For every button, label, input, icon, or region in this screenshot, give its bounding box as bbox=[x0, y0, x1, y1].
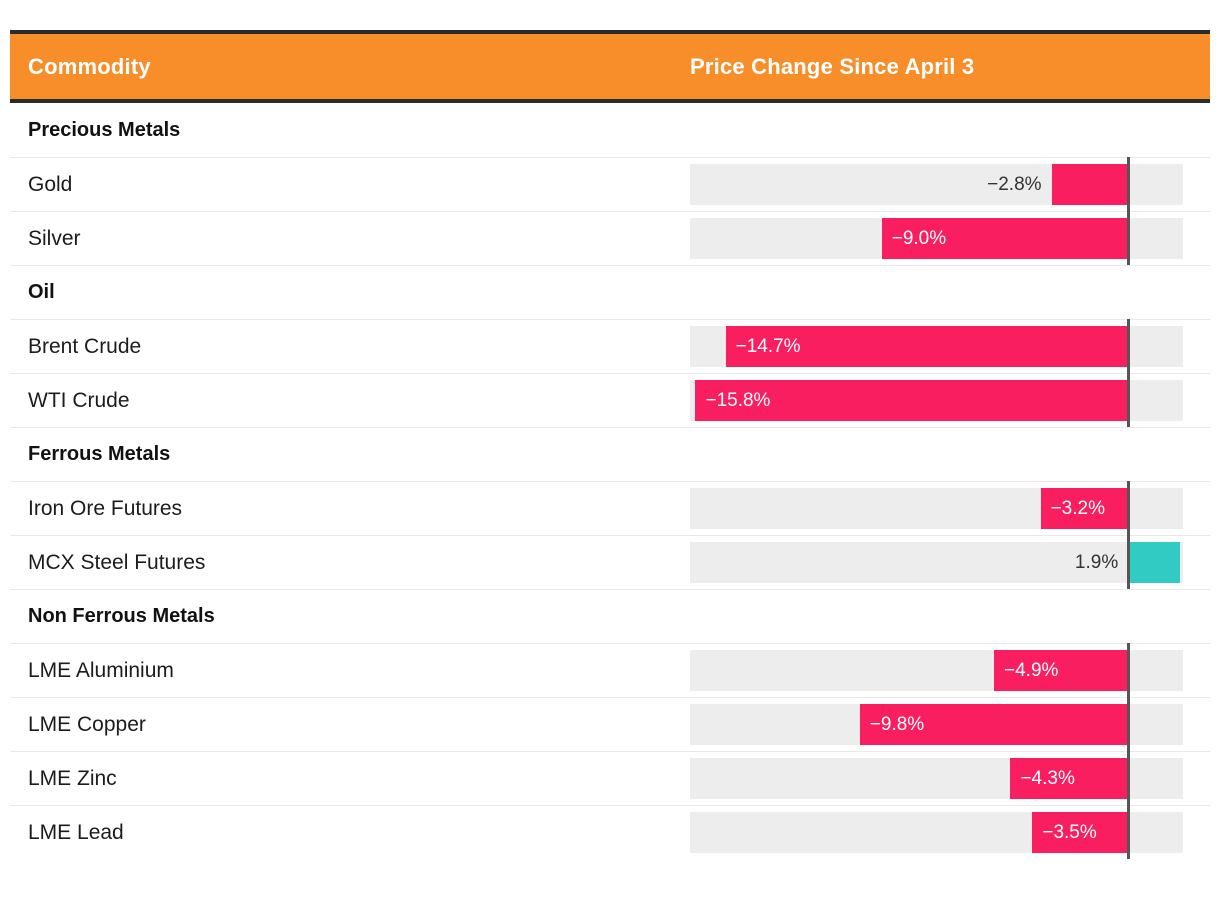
zero-line bbox=[1126, 481, 1130, 535]
zero-line bbox=[1126, 373, 1130, 427]
negative-bar bbox=[695, 380, 1129, 421]
table-row: MCX Steel Futures 1.9% bbox=[10, 535, 1210, 589]
bar-area: −15.8% bbox=[690, 373, 1183, 427]
table-row: LME Lead −3.5% bbox=[10, 805, 1210, 859]
table-header: Commodity Price Change Since April 3 bbox=[10, 30, 1210, 103]
bar-area: −4.9% bbox=[690, 643, 1183, 697]
table-body: Precious Metals Gold −2.8% Silver −9.0% Oil Br… bbox=[10, 103, 1210, 859]
negative-bar bbox=[1010, 758, 1129, 799]
commodity-price-table: Commodity Price Change Since April 3 Pre… bbox=[10, 30, 1210, 859]
bar-area: −3.5% bbox=[690, 805, 1183, 859]
zero-line bbox=[1126, 751, 1130, 805]
zero-line bbox=[1126, 805, 1130, 859]
section-row: Oil bbox=[10, 265, 1210, 319]
section-row: Precious Metals bbox=[10, 103, 1210, 157]
bar-value: −3.2% bbox=[1050, 497, 1105, 519]
row-label: Gold bbox=[28, 172, 73, 196]
negative-bar bbox=[881, 218, 1129, 259]
table-row: LME Copper −9.8% bbox=[10, 697, 1210, 751]
bar-value: −9.8% bbox=[869, 713, 925, 735]
bar-area: −14.7% bbox=[690, 319, 1183, 373]
zero-line bbox=[1126, 697, 1130, 751]
price-column-header: Price Change Since April 3 bbox=[690, 53, 975, 79]
row-label: WTI Crude bbox=[28, 388, 130, 412]
bar-value: −9.0% bbox=[891, 227, 947, 249]
bar-area: −3.2% bbox=[690, 481, 1183, 535]
table-row: WTI Crude −15.8% bbox=[10, 373, 1210, 427]
bar-area: −2.8% bbox=[690, 157, 1183, 211]
row-label: LME Lead bbox=[28, 820, 124, 844]
negative-bar bbox=[1032, 812, 1129, 853]
bar-value: −4.3% bbox=[1020, 767, 1075, 789]
table-row: Silver −9.0% bbox=[10, 211, 1210, 265]
table-row: LME Aluminium −4.9% bbox=[10, 643, 1210, 697]
row-label: Iron Ore Futures bbox=[28, 496, 183, 520]
bar-area: −9.0% bbox=[690, 211, 1183, 265]
bar-value: 1.9% bbox=[1074, 551, 1119, 573]
table-row: Gold −2.8% bbox=[10, 157, 1210, 211]
negative-bar bbox=[994, 650, 1129, 691]
bar-track bbox=[690, 542, 1183, 583]
negative-bar bbox=[725, 326, 1129, 367]
bar-area: −9.8% bbox=[690, 697, 1183, 751]
row-label: Silver bbox=[28, 226, 81, 250]
bar-value: −2.8% bbox=[987, 173, 1042, 195]
negative-bar bbox=[1040, 488, 1129, 529]
bar-value: −15.8% bbox=[705, 389, 771, 411]
section-label: Non Ferrous Metals bbox=[28, 605, 215, 627]
section-row: Ferrous Metals bbox=[10, 427, 1210, 481]
table-row: Brent Crude −14.7% bbox=[10, 319, 1210, 373]
row-label: LME Copper bbox=[28, 712, 146, 736]
row-label: MCX Steel Futures bbox=[28, 550, 206, 574]
negative-bar bbox=[1051, 164, 1129, 205]
bar-value: −14.7% bbox=[735, 335, 801, 357]
positive-bar bbox=[1128, 542, 1181, 583]
section-label: Oil bbox=[28, 281, 55, 303]
bar-area: −4.3% bbox=[690, 751, 1183, 805]
row-label: LME Zinc bbox=[28, 766, 117, 790]
table-row: Iron Ore Futures −3.2% bbox=[10, 481, 1210, 535]
bar-value: −4.9% bbox=[1004, 659, 1059, 681]
bar-area: 1.9% bbox=[690, 535, 1183, 589]
zero-line bbox=[1126, 535, 1130, 589]
commodity-column-header: Commodity bbox=[28, 53, 151, 79]
bar-value: −3.5% bbox=[1042, 821, 1097, 843]
zero-line bbox=[1126, 157, 1130, 211]
negative-bar bbox=[859, 704, 1129, 745]
zero-line bbox=[1126, 319, 1130, 373]
zero-line bbox=[1126, 643, 1130, 697]
row-label: LME Aluminium bbox=[28, 658, 174, 682]
section-row: Non Ferrous Metals bbox=[10, 589, 1210, 643]
section-label: Precious Metals bbox=[28, 119, 181, 141]
section-label: Ferrous Metals bbox=[28, 443, 171, 465]
table-row: LME Zinc −4.3% bbox=[10, 751, 1210, 805]
row-label: Brent Crude bbox=[28, 334, 142, 358]
zero-line bbox=[1126, 211, 1130, 265]
